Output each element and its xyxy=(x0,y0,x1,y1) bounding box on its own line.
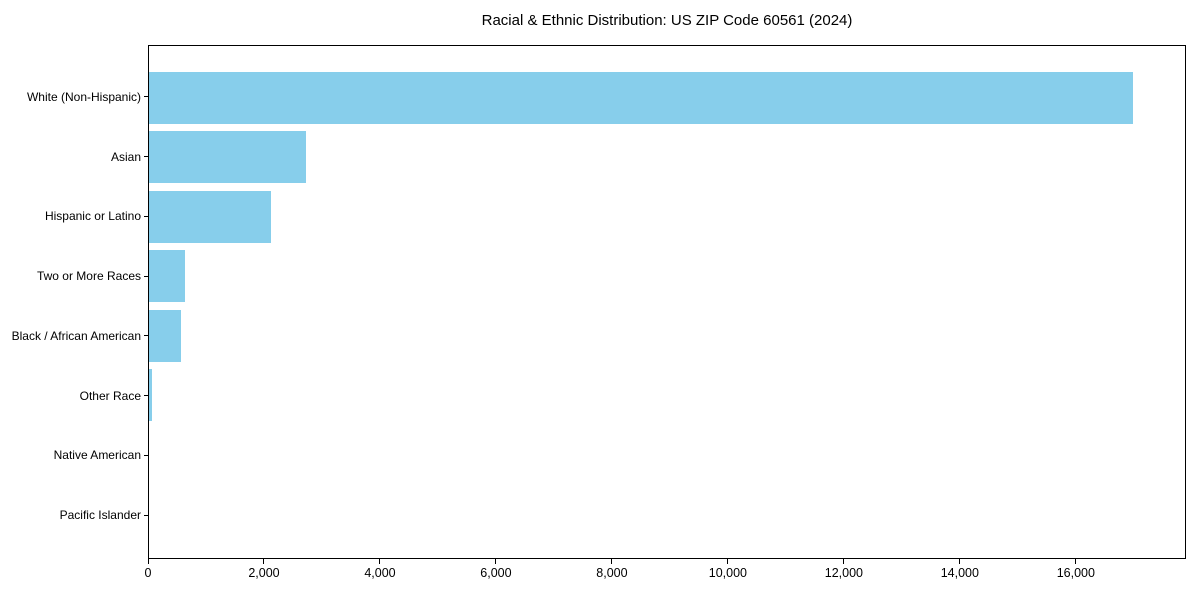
bar-hispanic-or-latino xyxy=(149,190,271,243)
y-tick-label: Pacific Islander xyxy=(59,508,141,523)
y-tick-mark xyxy=(144,335,148,337)
x-tick-label: 10,000 xyxy=(708,566,747,580)
bar-row xyxy=(149,247,1185,307)
y-tick-label: White (Non-Hispanic) xyxy=(26,89,141,104)
y-tick-mark xyxy=(144,96,148,98)
bar-white-non-hispanic xyxy=(149,71,1133,124)
y-tick-mark xyxy=(144,275,148,277)
y-tick-label: Black / African American xyxy=(11,328,141,343)
y-tick-mark xyxy=(144,454,148,456)
y-label-row: Black / African American xyxy=(0,306,141,366)
y-tick-mark xyxy=(144,514,148,516)
y-tick-label: Two or More Races xyxy=(36,269,141,284)
y-tick-mark xyxy=(144,156,148,158)
y-tick-mark xyxy=(144,215,148,217)
y-label-row: Two or More Races xyxy=(0,246,141,306)
plot-area xyxy=(148,45,1186,559)
x-tick-label: 8,000 xyxy=(596,566,628,580)
chart-title: Racial & Ethnic Distribution: US ZIP Cod… xyxy=(481,12,853,29)
bar-row xyxy=(149,68,1185,128)
x-tick-label: 4,000 xyxy=(364,566,396,580)
x-tick-mark xyxy=(959,559,961,564)
x-tick-mark xyxy=(495,559,497,564)
bar-other-race xyxy=(149,369,153,422)
y-label-row: Hispanic or Latino xyxy=(0,187,141,247)
y-label-row: Pacific Islander xyxy=(0,485,141,545)
x-tick-mark xyxy=(727,559,729,564)
y-tick-label: Hispanic or Latino xyxy=(44,209,141,224)
bar-row xyxy=(149,425,1185,485)
y-tick-label: Asian xyxy=(110,149,141,164)
x-tick-label: 16,000 xyxy=(1056,566,1095,580)
bar-black-african-american xyxy=(149,309,181,362)
x-tick-mark xyxy=(379,559,381,564)
x-tick-mark xyxy=(147,559,149,564)
bars-container xyxy=(149,68,1185,544)
x-tick-mark xyxy=(843,559,845,564)
x-tick-label: 14,000 xyxy=(940,566,979,580)
y-tick-label: Native American xyxy=(53,448,141,463)
bar-two-or-more-races xyxy=(149,250,185,303)
y-tick-label: Other Race xyxy=(79,388,141,403)
bar-row xyxy=(149,187,1185,247)
bar-row xyxy=(149,485,1185,545)
y-label-row: Native American xyxy=(0,426,141,486)
bar-row xyxy=(149,306,1185,366)
x-tick-label: 6,000 xyxy=(480,566,512,580)
x-tick-label: 0 xyxy=(144,566,152,580)
x-tick-label: 12,000 xyxy=(824,566,863,580)
y-label-row: Other Race xyxy=(0,366,141,426)
x-tick-mark xyxy=(263,559,265,564)
bar-row xyxy=(149,128,1185,188)
y-axis-labels: White (Non-Hispanic) Asian Hispanic or Lat… xyxy=(0,67,141,545)
y-label-row: Asian xyxy=(0,127,141,187)
y-label-row: White (Non-Hispanic) xyxy=(0,67,141,127)
x-tick-mark xyxy=(611,559,613,564)
y-tick-mark xyxy=(144,395,148,397)
x-tick-label: 2,000 xyxy=(248,566,280,580)
bar-row xyxy=(149,366,1185,426)
x-tick-mark xyxy=(1075,559,1077,564)
bar-asian xyxy=(149,131,307,184)
